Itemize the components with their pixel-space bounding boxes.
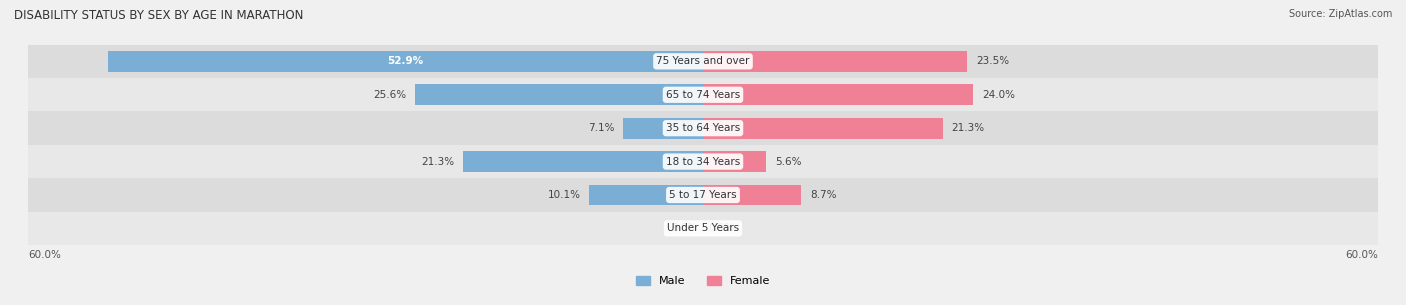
Text: 60.0%: 60.0%: [28, 250, 60, 260]
Text: 21.3%: 21.3%: [422, 156, 454, 167]
Text: 52.9%: 52.9%: [388, 56, 423, 66]
Bar: [623, 118, 703, 138]
Bar: [28, 78, 1378, 111]
Bar: [703, 51, 967, 72]
Text: Under 5 Years: Under 5 Years: [666, 223, 740, 233]
Text: 35 to 64 Years: 35 to 64 Years: [666, 123, 740, 133]
Bar: [703, 185, 801, 205]
Text: 8.7%: 8.7%: [810, 190, 837, 200]
Text: 10.1%: 10.1%: [547, 190, 581, 200]
Bar: [28, 145, 1378, 178]
Legend: Male, Female: Male, Female: [631, 271, 775, 291]
Bar: [28, 178, 1378, 212]
Bar: [108, 51, 703, 72]
Text: 5.6%: 5.6%: [775, 156, 801, 167]
Text: 0.0%: 0.0%: [709, 223, 735, 233]
Text: 18 to 34 Years: 18 to 34 Years: [666, 156, 740, 167]
Text: 23.5%: 23.5%: [976, 56, 1010, 66]
Bar: [703, 151, 766, 172]
Text: 25.6%: 25.6%: [373, 90, 406, 100]
Bar: [28, 111, 1378, 145]
Text: 24.0%: 24.0%: [981, 90, 1015, 100]
Text: DISABILITY STATUS BY SEX BY AGE IN MARATHON: DISABILITY STATUS BY SEX BY AGE IN MARAT…: [14, 9, 304, 22]
Bar: [703, 118, 942, 138]
Bar: [415, 84, 703, 105]
Text: 75 Years and over: 75 Years and over: [657, 56, 749, 66]
Text: Source: ZipAtlas.com: Source: ZipAtlas.com: [1288, 9, 1392, 19]
Text: 60.0%: 60.0%: [1346, 250, 1378, 260]
Text: 65 to 74 Years: 65 to 74 Years: [666, 90, 740, 100]
Bar: [703, 84, 973, 105]
Bar: [28, 212, 1378, 245]
Bar: [464, 151, 703, 172]
Text: 7.1%: 7.1%: [588, 123, 614, 133]
Text: 5 to 17 Years: 5 to 17 Years: [669, 190, 737, 200]
Bar: [589, 185, 703, 205]
Text: 0.0%: 0.0%: [671, 223, 697, 233]
Bar: [28, 45, 1378, 78]
Text: 21.3%: 21.3%: [952, 123, 984, 133]
